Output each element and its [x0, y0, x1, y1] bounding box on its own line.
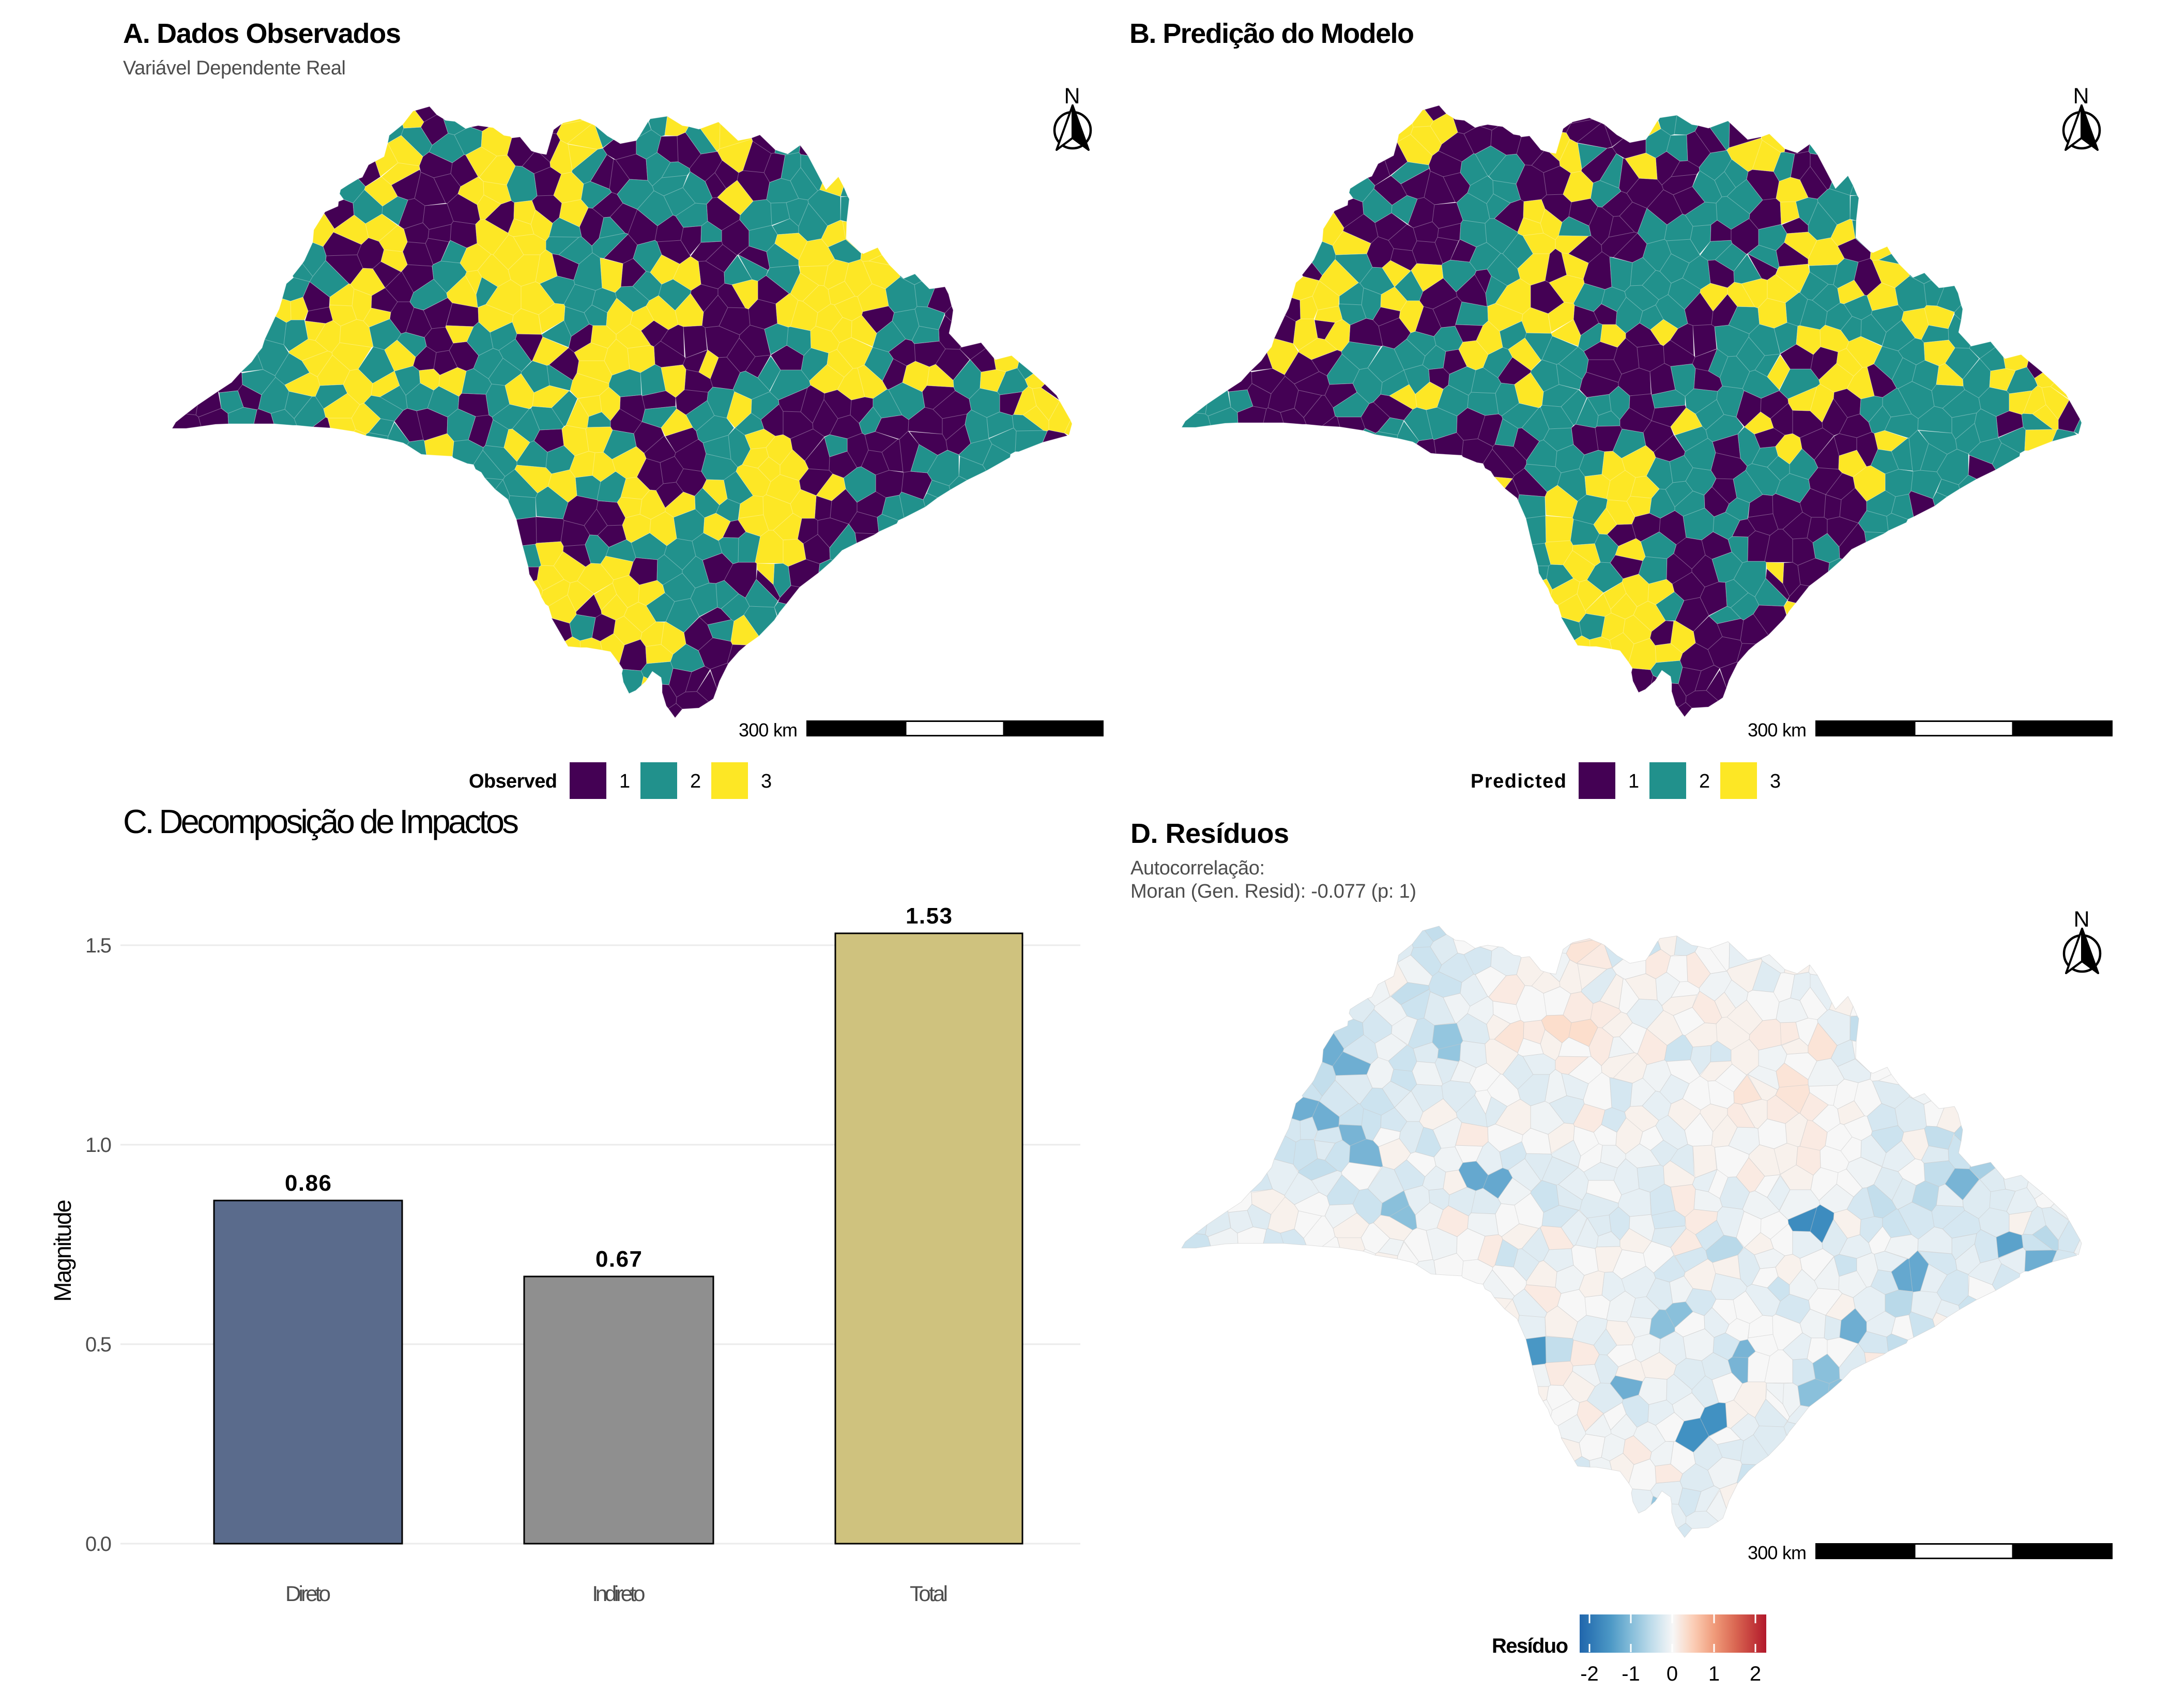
svg-text:A. Dados Observados: A. Dados Observados: [123, 18, 401, 49]
svg-text:Magnitude: Magnitude: [49, 1199, 76, 1302]
svg-text:1.0: 1.0: [85, 1134, 112, 1157]
svg-text:0: 0: [1667, 1663, 1678, 1685]
svg-text:Indireto: Indireto: [592, 1581, 646, 1606]
svg-text:Predicted: Predicted: [1471, 771, 1566, 792]
svg-text:Resíduo: Resíduo: [1492, 1635, 1568, 1657]
svg-text:2: 2: [690, 771, 701, 792]
svg-text:300 km: 300 km: [1748, 719, 1807, 741]
svg-text:0.0: 0.0: [85, 1533, 112, 1556]
svg-text:0.67: 0.67: [595, 1247, 642, 1272]
svg-text:0.86: 0.86: [285, 1171, 331, 1196]
svg-text:N: N: [1064, 84, 1080, 109]
svg-text:N: N: [2073, 84, 2089, 109]
svg-text:Autocorrelação:: Autocorrelação:: [1130, 857, 1265, 879]
svg-text:Moran (Gen. Resid): -0.077 (p:: Moran (Gen. Resid): -0.077 (p: 1): [1130, 881, 1416, 902]
svg-text:300 km: 300 km: [1748, 1542, 1807, 1563]
svg-text:1: 1: [1708, 1663, 1720, 1685]
svg-text:Total: Total: [910, 1581, 948, 1606]
svg-text:1: 1: [619, 771, 630, 792]
svg-text:1.53: 1.53: [906, 903, 952, 929]
svg-text:1: 1: [1628, 771, 1639, 792]
svg-text:N: N: [2073, 907, 2089, 932]
svg-text:300 km: 300 km: [739, 719, 798, 741]
svg-text:B. Predição do Modelo: B. Predição do Modelo: [1129, 18, 1414, 49]
svg-text:Observed: Observed: [469, 771, 557, 792]
svg-text:3: 3: [1770, 771, 1781, 792]
svg-text:-1: -1: [1622, 1663, 1640, 1685]
svg-text:C. Decomposição de Impactos: C. Decomposição de Impactos: [123, 803, 519, 840]
svg-text:2: 2: [1699, 771, 1710, 792]
svg-text:-2: -2: [1580, 1663, 1599, 1685]
svg-text:D. Resíduos: D. Resíduos: [1130, 818, 1289, 849]
svg-text:2: 2: [1750, 1663, 1761, 1685]
svg-text:0.5: 0.5: [85, 1333, 112, 1356]
svg-text:1.5: 1.5: [85, 934, 112, 957]
svg-text:Direto: Direto: [285, 1581, 331, 1606]
svg-text:Variável Dependente Real: Variável Dependente Real: [123, 57, 346, 79]
svg-text:3: 3: [761, 771, 772, 792]
